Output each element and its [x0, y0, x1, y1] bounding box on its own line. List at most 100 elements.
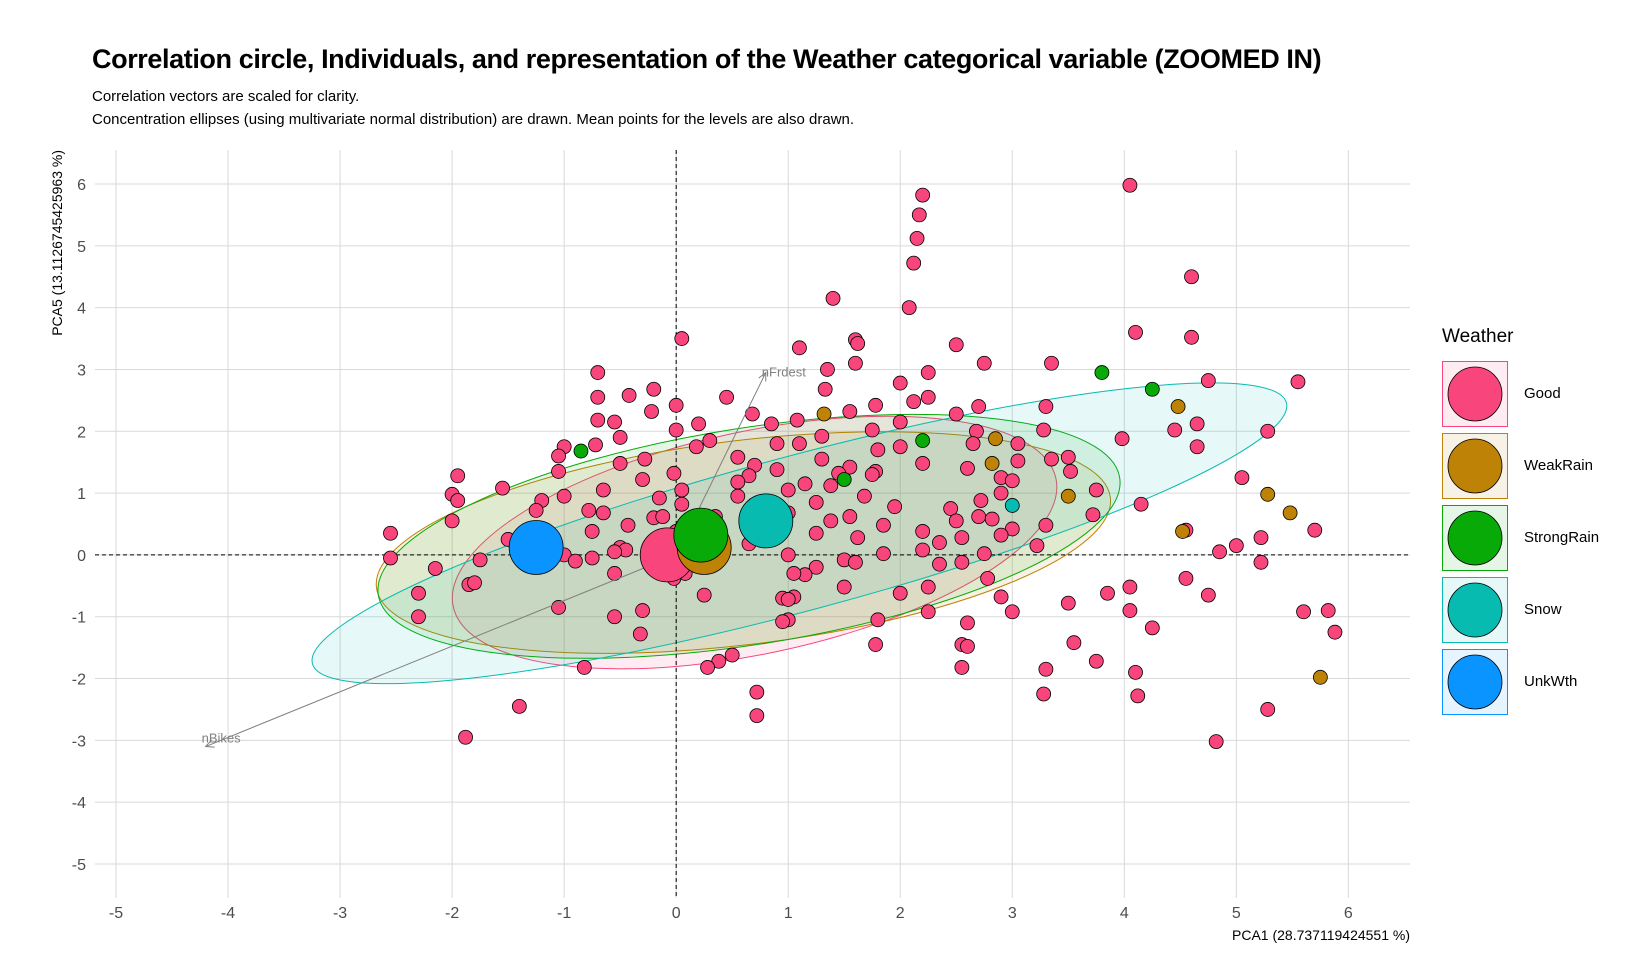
legend-item-strongrain: StrongRain	[1442, 505, 1650, 573]
point-good	[1307, 522, 1323, 538]
level-mean-points	[508, 493, 794, 583]
point-good	[943, 501, 959, 516]
mean-point-unkwth	[508, 520, 564, 575]
point-good	[850, 530, 866, 545]
point-good	[711, 653, 727, 669]
legend-swatch	[1447, 654, 1503, 710]
point-good	[876, 517, 891, 533]
legend-swatch	[1447, 510, 1503, 566]
point-good	[909, 230, 925, 246]
point-good	[590, 412, 606, 428]
y-tick-label: -2	[72, 672, 86, 689]
chart-title: Correlation circle, Individuals, and rep…	[92, 44, 1322, 74]
point-good	[1327, 624, 1343, 640]
legend-item-good: Good	[1442, 361, 1650, 429]
point-good	[551, 464, 566, 479]
point-good	[948, 513, 964, 529]
point-good	[792, 436, 807, 452]
point-good	[808, 494, 824, 510]
point-good	[780, 592, 796, 607]
point-good	[915, 524, 931, 539]
point-good	[1189, 416, 1205, 432]
point-good	[915, 456, 931, 471]
point-good	[836, 579, 852, 595]
point-good	[1029, 538, 1045, 554]
chart-subtitle-line-2: Concentration ellipses (using multivaria…	[92, 111, 855, 128]
y-tick-label: 6	[77, 177, 86, 194]
point-good	[1253, 554, 1269, 570]
point-strongrain	[1094, 365, 1110, 380]
point-good	[1088, 482, 1104, 498]
point-good	[581, 502, 597, 518]
point-good	[797, 476, 813, 492]
point-good	[814, 451, 830, 467]
point-good	[842, 459, 858, 475]
point-good	[668, 422, 684, 438]
point-good	[814, 428, 830, 444]
point-good	[584, 524, 600, 539]
point-good	[973, 493, 989, 508]
point-good	[411, 609, 426, 625]
point-good	[823, 513, 839, 529]
legend-swatch-circle	[1447, 438, 1503, 494]
point-good	[906, 255, 922, 271]
x-tick-label: -4	[221, 905, 235, 922]
point-good	[1290, 374, 1306, 390]
point-good	[674, 482, 690, 498]
point-good	[976, 546, 992, 562]
x-tick-label: 0	[672, 905, 681, 922]
y-tick-label: 5	[77, 239, 86, 256]
point-good	[911, 207, 927, 223]
point-good	[993, 527, 1009, 543]
legend-swatch-circle	[1447, 582, 1503, 638]
point-good	[635, 472, 650, 487]
point-strongrain	[915, 433, 931, 448]
y-tick-label: 2	[77, 424, 86, 441]
y-tick-label: 4	[77, 301, 86, 318]
point-good	[612, 430, 628, 445]
point-good	[892, 375, 908, 391]
x-tick-label: 4	[1120, 905, 1129, 922]
point-good	[817, 381, 833, 397]
point-good	[864, 467, 880, 482]
point-good	[960, 460, 975, 476]
point-good	[960, 639, 975, 654]
point-good	[769, 462, 785, 478]
legend-label: Snow	[1524, 601, 1562, 618]
point-good	[495, 480, 510, 496]
point-good	[1144, 620, 1160, 636]
chart-subtitle-line-1: Correlation vectors are scaled for clari…	[92, 88, 360, 105]
point-good	[920, 604, 936, 620]
point-good	[1200, 373, 1216, 388]
point-good	[383, 525, 398, 541]
point-good	[780, 482, 796, 498]
point-good	[971, 399, 987, 414]
legend-swatch-circle	[1447, 654, 1503, 710]
point-good	[528, 502, 544, 518]
y-tick-label: -3	[72, 733, 86, 750]
point-good	[1066, 635, 1082, 651]
legend-item-unkwth: UnkWth	[1442, 649, 1650, 717]
point-good	[588, 437, 603, 453]
legend-item-weakrain: WeakRain	[1442, 433, 1650, 501]
point-good	[644, 404, 659, 419]
point-good	[915, 187, 931, 203]
point-good	[1038, 517, 1054, 533]
point-good	[511, 698, 527, 714]
point-good	[1184, 329, 1199, 345]
point-good	[870, 442, 886, 458]
point-good	[576, 660, 592, 675]
point-good	[1085, 507, 1101, 523]
point-good	[595, 482, 611, 498]
x-tick-label: 3	[1008, 905, 1017, 922]
point-good	[1128, 664, 1143, 680]
point-good	[467, 575, 482, 591]
point-good	[595, 505, 611, 521]
point-snow	[1004, 498, 1020, 513]
point-good	[920, 365, 936, 380]
point-good	[786, 566, 802, 581]
vector-arrowhead	[204, 739, 215, 748]
point-good	[749, 708, 765, 724]
point-good	[551, 448, 566, 464]
